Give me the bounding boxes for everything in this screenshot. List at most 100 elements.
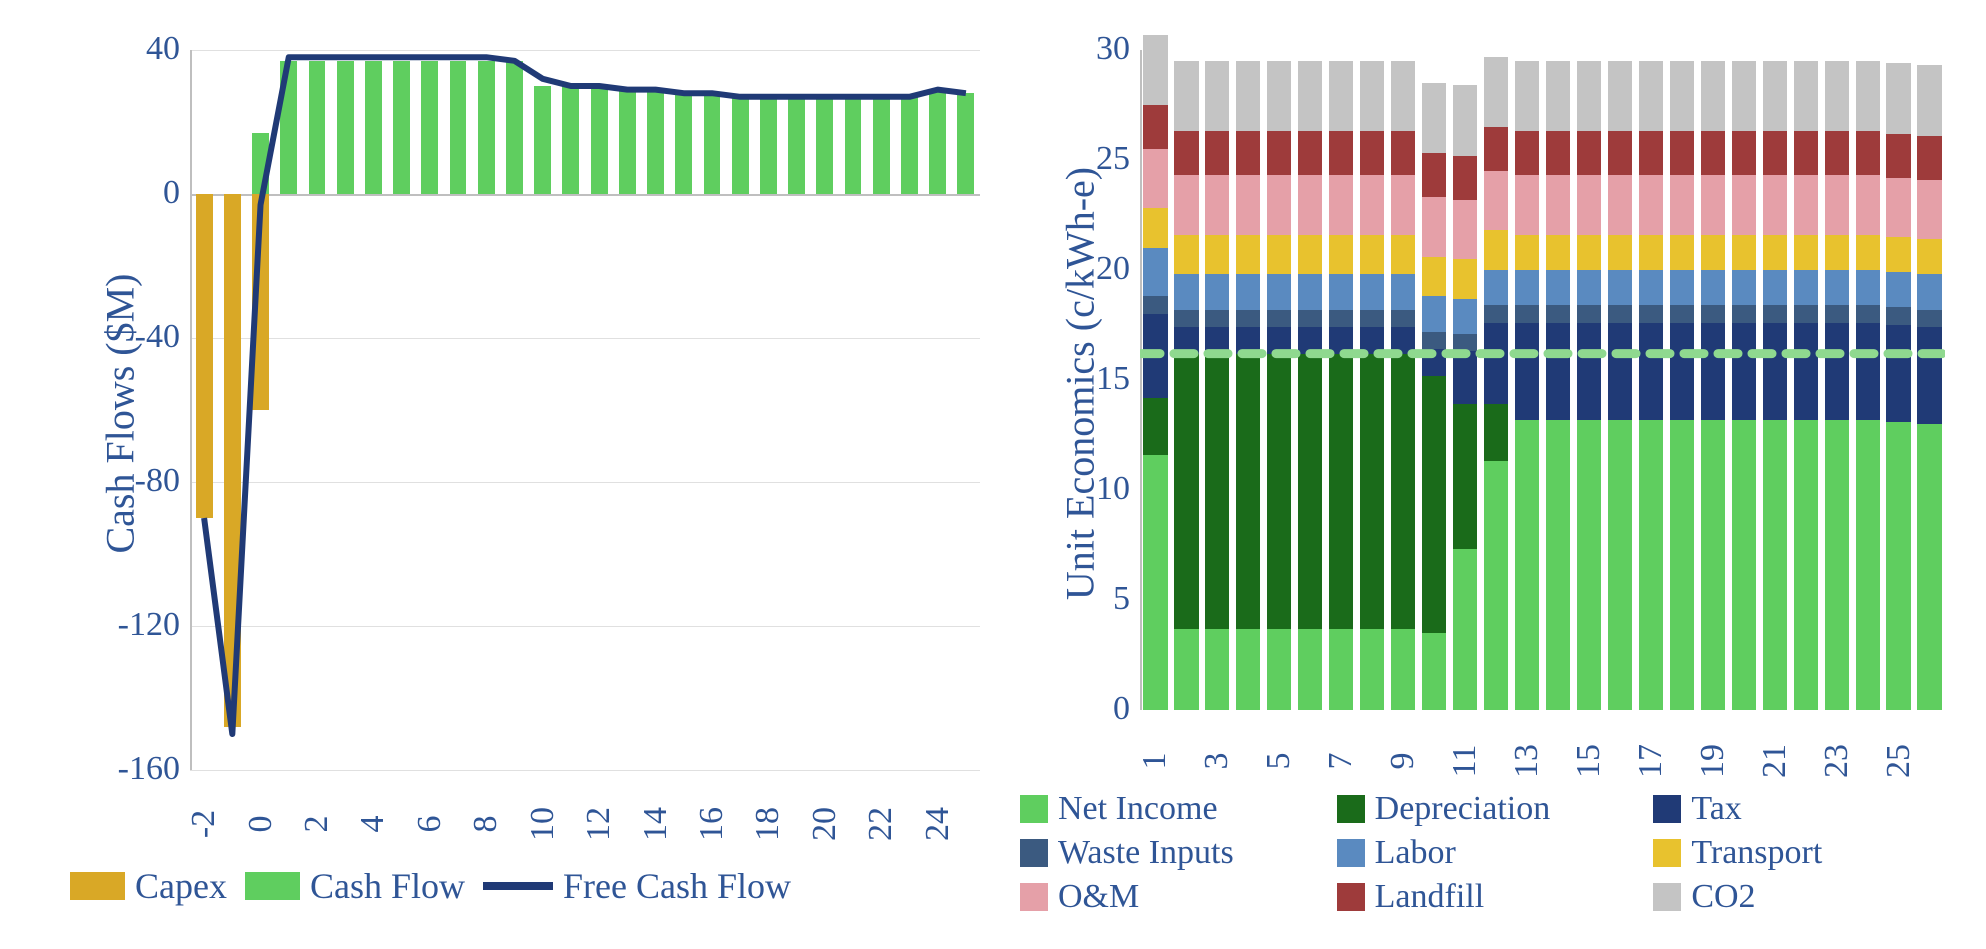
stack-segment bbox=[1453, 200, 1477, 259]
stack-segment bbox=[1577, 175, 1601, 234]
stack-segment bbox=[1236, 235, 1260, 275]
stack-segment bbox=[1886, 63, 1910, 133]
legend-swatch bbox=[1337, 883, 1365, 911]
stack-segment bbox=[1484, 461, 1508, 710]
stack-segment bbox=[1732, 131, 1756, 175]
stack-segment bbox=[1143, 149, 1167, 208]
legend-item: Landfill bbox=[1337, 878, 1654, 916]
cashflow-bar bbox=[675, 93, 692, 194]
right-x-tick: 9 bbox=[1384, 736, 1422, 786]
cashflow-bar bbox=[280, 61, 297, 194]
legend-label: O&M bbox=[1058, 878, 1139, 916]
stack-segment bbox=[1608, 61, 1632, 131]
left-x-tick: 8 bbox=[467, 799, 505, 849]
capex-bar bbox=[196, 194, 213, 518]
stack-segment bbox=[1856, 270, 1880, 305]
stack-segment bbox=[1856, 175, 1880, 234]
right-plot-area: 302520151050135791113151719212325 bbox=[1140, 50, 1945, 710]
cashflow-bar bbox=[788, 97, 805, 194]
stack-segment bbox=[1639, 175, 1663, 234]
stack-segment bbox=[1236, 354, 1260, 629]
stack-segment bbox=[1329, 327, 1353, 353]
right-x-tick: 1 bbox=[1136, 736, 1174, 786]
left-x-tick: 2 bbox=[298, 799, 336, 849]
legend-label: CO2 bbox=[1691, 878, 1755, 916]
stack-segment bbox=[1453, 351, 1477, 404]
stack-segment bbox=[1236, 327, 1260, 353]
cashflow-bar bbox=[562, 86, 579, 194]
right-x-tick: 5 bbox=[1260, 736, 1298, 786]
cashflow-bar bbox=[252, 133, 269, 194]
unit-economics-chart: Unit Economics (c/kWh-e) 302520151050135… bbox=[1010, 20, 1970, 930]
stack-segment bbox=[1515, 323, 1539, 420]
stack-segment bbox=[1143, 296, 1167, 314]
stack-segment bbox=[1886, 307, 1910, 325]
stack-segment bbox=[1639, 61, 1663, 131]
cashflow-bar bbox=[534, 86, 551, 194]
stack-segment bbox=[1577, 270, 1601, 305]
right-x-tick: 25 bbox=[1880, 736, 1918, 786]
cashflow-bar bbox=[365, 61, 382, 194]
stack-segment bbox=[1422, 332, 1446, 350]
stack-segment bbox=[1329, 61, 1353, 131]
right-x-tick: 21 bbox=[1756, 736, 1794, 786]
left-y-axis-label: Cash Flows ($M) bbox=[97, 214, 144, 614]
stack-segment bbox=[1886, 272, 1910, 307]
stack-segment bbox=[1236, 175, 1260, 234]
cashflow-bar bbox=[929, 90, 946, 194]
stack-segment bbox=[1794, 61, 1818, 131]
right-x-tick: 17 bbox=[1632, 736, 1670, 786]
stack-segment bbox=[1391, 131, 1415, 175]
stack-segment bbox=[1732, 305, 1756, 323]
stack-segment bbox=[1205, 235, 1229, 275]
stack-segment bbox=[1391, 327, 1415, 353]
legend-label: Landfill bbox=[1375, 878, 1485, 916]
stack-segment bbox=[1422, 633, 1446, 710]
stack-segment bbox=[1174, 235, 1198, 275]
stack-segment bbox=[1267, 354, 1291, 629]
left-x-tick: -2 bbox=[185, 799, 223, 849]
stack-segment bbox=[1670, 175, 1694, 234]
stack-segment bbox=[1886, 237, 1910, 272]
stack-segment bbox=[1453, 156, 1477, 200]
left-y-tick: -80 bbox=[95, 462, 180, 500]
right-x-tick: 13 bbox=[1508, 736, 1546, 786]
stack-segment bbox=[1205, 274, 1229, 309]
right-x-tick: 11 bbox=[1446, 736, 1484, 786]
stack-segment bbox=[1484, 323, 1508, 404]
stack-segment bbox=[1546, 131, 1570, 175]
right-y-tick: 20 bbox=[1070, 250, 1130, 288]
legend-item: Cash Flow bbox=[245, 865, 465, 907]
stack-segment bbox=[1360, 131, 1384, 175]
stack-segment bbox=[1236, 61, 1260, 131]
stack-segment bbox=[1608, 305, 1632, 323]
stack-segment bbox=[1205, 61, 1229, 131]
stack-segment bbox=[1453, 259, 1477, 299]
stack-segment bbox=[1639, 131, 1663, 175]
legend-item: CO2 bbox=[1653, 878, 1970, 916]
right-y-tick: 5 bbox=[1070, 580, 1130, 618]
stack-segment bbox=[1856, 235, 1880, 270]
stack-segment bbox=[1763, 305, 1787, 323]
stack-segment bbox=[1267, 175, 1291, 234]
stack-segment bbox=[1298, 629, 1322, 710]
stack-segment bbox=[1577, 61, 1601, 131]
stack-segment bbox=[1453, 549, 1477, 710]
stack-segment bbox=[1298, 175, 1322, 234]
stack-segment bbox=[1515, 270, 1539, 305]
stack-segment bbox=[1639, 323, 1663, 420]
stack-segment bbox=[1701, 235, 1725, 270]
cashflow-bar bbox=[393, 61, 410, 194]
stack-segment bbox=[1825, 420, 1849, 710]
left-x-tick: 0 bbox=[242, 799, 280, 849]
left-x-tick: 6 bbox=[411, 799, 449, 849]
stack-segment bbox=[1856, 323, 1880, 420]
stack-segment bbox=[1546, 323, 1570, 420]
stack-segment bbox=[1174, 354, 1198, 629]
right-x-tick: 7 bbox=[1322, 736, 1360, 786]
cashflow-bar bbox=[450, 61, 467, 194]
stack-segment bbox=[1763, 235, 1787, 270]
stack-segment bbox=[1763, 61, 1787, 131]
stack-segment bbox=[1639, 305, 1663, 323]
left-x-tick: 12 bbox=[580, 799, 618, 849]
